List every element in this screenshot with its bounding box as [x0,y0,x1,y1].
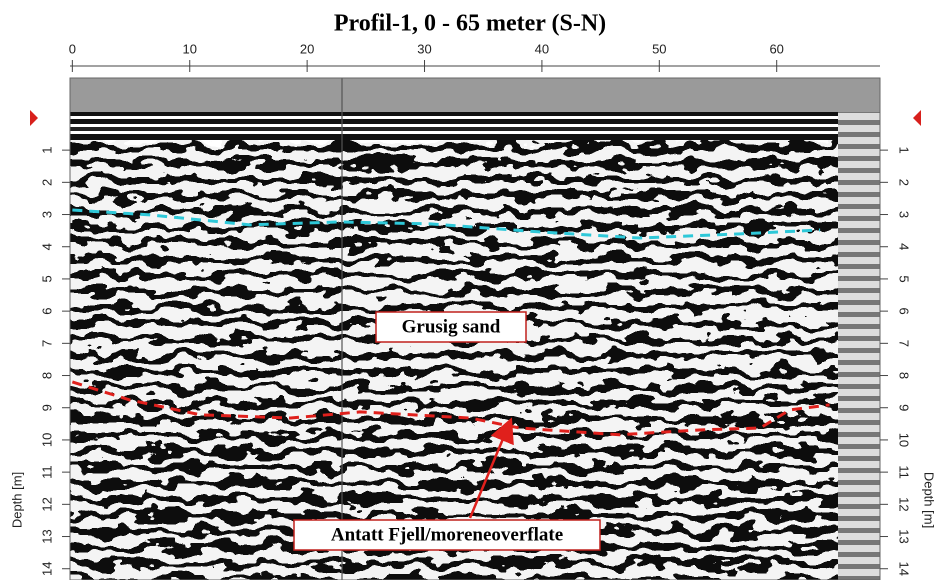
y-tick-label: 4 [39,243,54,250]
y-tick-label: 3 [39,211,54,218]
x-tick-label: 20 [300,41,314,56]
interface-line [72,208,821,240]
y-tick-label-right: 11 [897,465,912,479]
y-tick-label-right: 13 [897,529,912,543]
y-tick-label-right: 8 [897,372,912,379]
y-axis-label-right: Depth [m] [922,472,937,528]
y-tick-label: 8 [39,372,54,379]
annotation: Antatt Fjell/moreneoverflate [331,524,563,545]
x-tick-label: 60 [769,41,783,56]
x-tick-label: 40 [535,41,549,56]
annotation-box [375,311,527,343]
y-tick-label-right: 2 [897,179,912,186]
y-tick-label: 10 [39,433,54,447]
y-tick-label: 6 [39,308,54,315]
y-tick-label-right: 5 [897,275,912,282]
marker-right [913,110,921,126]
y-tick-label-right: 14 [897,561,912,575]
y-tick-label-right: 1 [897,147,912,154]
y-tick-label-right: 7 [897,340,912,347]
y-tick-label-right: 4 [897,243,912,250]
y-tick-label-right: 3 [897,211,912,218]
y-tick-label: 14 [39,561,54,575]
x-tick-label: 10 [183,41,197,56]
y-tick-label: 12 [39,497,54,511]
radargram-image [70,78,880,580]
y-tick-label: 11 [39,465,54,479]
y-axis-label: Depth [m] [9,472,24,528]
y-tick-label: 1 [39,147,54,154]
x-tick-label: 0 [69,41,76,56]
y-tick-label: 13 [39,529,54,543]
x-tick-label: 30 [417,41,431,56]
y-tick-label: 7 [39,340,54,347]
y-tick-label-right: 6 [897,308,912,315]
plot-frame [69,77,881,580]
y-tick-label-right: 12 [897,497,912,511]
y-tick-label-right: 10 [897,433,912,447]
y-tick-label: 2 [39,179,54,186]
y-tick-label-right: 9 [897,404,912,411]
x-tick-label: 50 [652,41,666,56]
marker-left [30,110,38,126]
y-tick-label: 9 [39,404,54,411]
annotation-arrow [468,417,514,519]
annotation-box [293,519,601,551]
annotation: Grusig sand [402,316,501,337]
chart-title: Profil-1, 0 - 65 meter (S-N) [334,11,606,37]
y-tick-label: 5 [39,275,54,282]
